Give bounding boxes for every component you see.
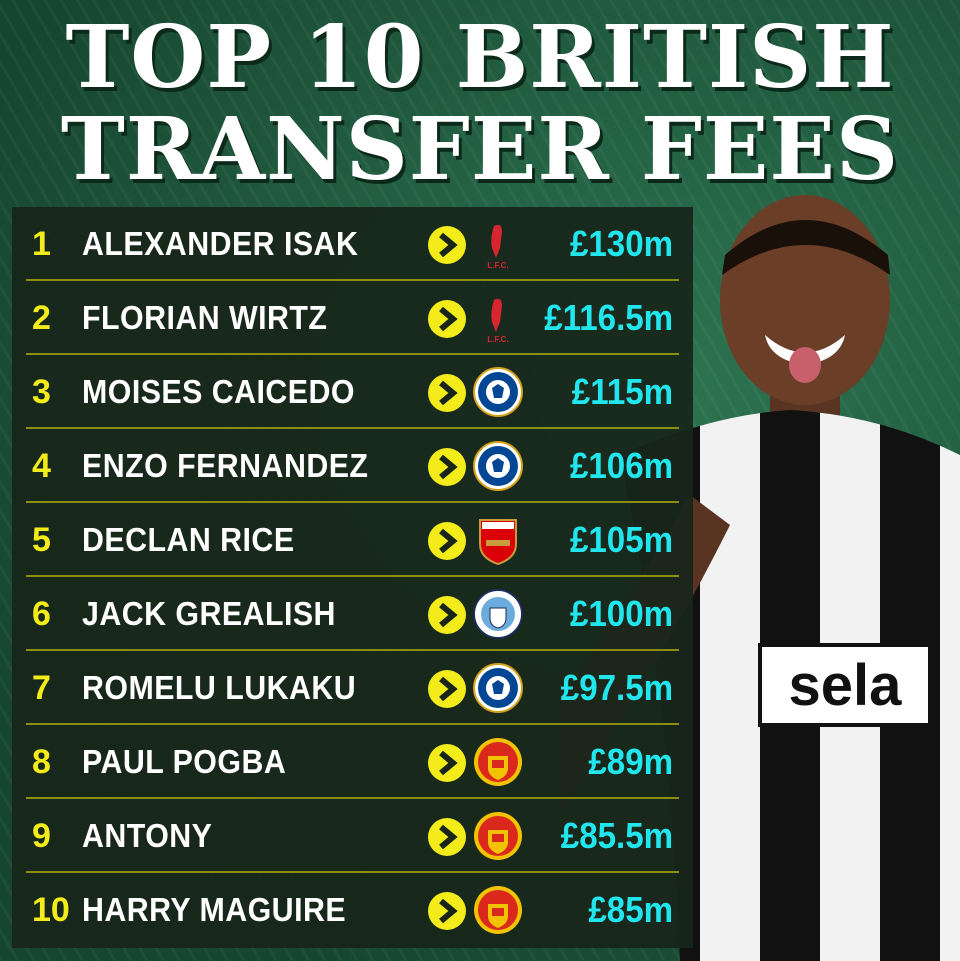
chevron-right-icon [428, 818, 466, 856]
chevron-right-icon [428, 892, 466, 930]
chevron-right-icon [428, 670, 466, 708]
chevron-right-icon [428, 522, 466, 560]
rank: 2 [32, 298, 51, 337]
transfer-fee: £116.5m [544, 297, 673, 338]
rank: 7 [32, 668, 51, 707]
rank: 1 [32, 224, 51, 263]
title-line-2: TRANSFER FEES [60, 99, 900, 200]
transfer-fee: £105m [569, 519, 673, 560]
liverpool-crest-icon: L.F.C. [487, 298, 509, 344]
player-name: DECLAN RICE [82, 521, 295, 558]
transfer-fee: £130m [569, 223, 673, 264]
rank: 6 [32, 594, 51, 633]
man-utd-crest-icon [474, 886, 522, 934]
table-row: 2 FLORIAN WIRTZ L.F.C. £116.5m [12, 281, 693, 355]
player-name: HARRY MAGUIRE [82, 891, 347, 928]
rank: 5 [32, 520, 51, 559]
table-row: 7 ROMELU LUKAKU £97.5m [12, 651, 693, 725]
rank: 8 [32, 742, 51, 781]
transfer-fee: £97.5m [560, 667, 673, 708]
table-row: 9 ANTONY £85.5m [12, 799, 693, 873]
chevron-right-icon [428, 744, 466, 782]
man-utd-crest-icon [474, 812, 522, 860]
player-name: MOISES CAICEDO [82, 373, 355, 410]
chevron-right-icon [428, 226, 466, 264]
liverpool-crest-icon: L.F.C. [487, 224, 509, 270]
transfer-fee: £85m [588, 889, 673, 930]
transfer-fee: £106m [569, 445, 673, 486]
player-name: ANTONY [82, 817, 213, 854]
transfer-fee: £89m [588, 741, 673, 782]
table-row: 6 JACK GREALISH £100m [12, 577, 693, 651]
chelsea-crest-icon [473, 441, 523, 491]
table-row: 4 ENZO FERNANDEZ £106m [12, 429, 693, 503]
svg-text:L.F.C.: L.F.C. [487, 261, 508, 270]
player-name: ROMELU LUKAKU [82, 669, 357, 706]
player-name: PAUL POGBA [82, 743, 287, 780]
chevron-right-icon [428, 596, 466, 634]
title-line-1: TOP 10 BRITISH [65, 7, 895, 108]
player-name: ENZO FERNANDEZ [82, 447, 369, 484]
table-row: 5 DECLAN RICE £105m [12, 503, 693, 577]
chelsea-crest-icon [473, 367, 523, 417]
table-row: 10 HARRY MAGUIRE £85m [12, 873, 693, 947]
transfer-table: 1 ALEXANDER ISAK L.F.C. £130m 2 FLORIAN W… [12, 207, 693, 948]
transfer-fee: £115m [571, 371, 673, 412]
table-row: 3 MOISES CAICEDO £115m [12, 355, 693, 429]
man-utd-crest-icon [474, 738, 522, 786]
transfer-fee: £85.5m [560, 815, 673, 856]
table-row: 1 ALEXANDER ISAK L.F.C. £130m [12, 207, 693, 281]
shirt-sponsor: sela [789, 653, 903, 718]
arsenal-crest-icon [479, 519, 517, 566]
chevron-right-icon [428, 300, 466, 338]
player-name: FLORIAN WIRTZ [82, 299, 328, 336]
table-row: 8 PAUL POGBA £89m [12, 725, 693, 799]
transfer-fee: £100m [569, 593, 673, 634]
player-name: JACK GREALISH [82, 595, 336, 632]
chevron-right-icon [428, 448, 466, 486]
rank: 3 [32, 372, 51, 411]
man-city-crest-icon [473, 589, 523, 639]
svg-text:L.F.C.: L.F.C. [487, 335, 508, 344]
rank: 9 [32, 816, 51, 855]
chelsea-crest-icon [473, 663, 523, 713]
player-name: ALEXANDER ISAK [82, 225, 359, 262]
rank: 4 [32, 446, 51, 485]
chevron-right-icon [428, 374, 466, 412]
rank: 10 [32, 890, 70, 929]
